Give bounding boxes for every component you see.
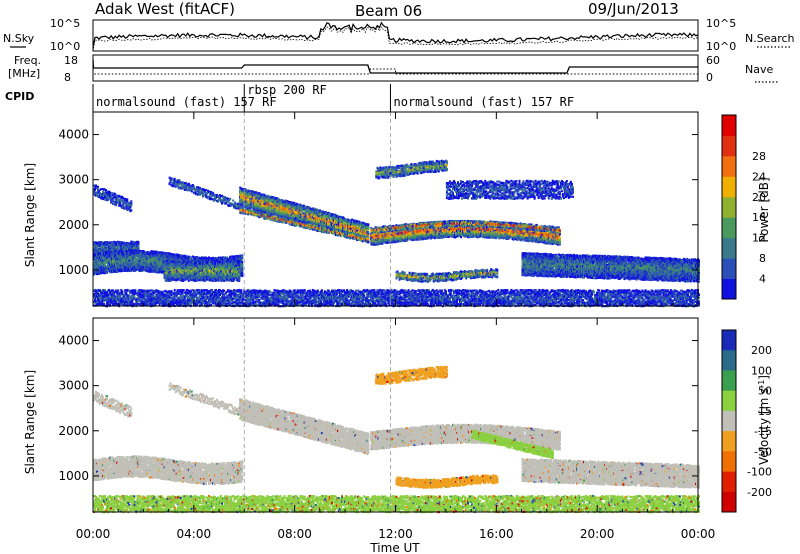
- cpid-label: CPID: [5, 90, 34, 103]
- time-xtick-label-5: 20:00: [580, 527, 615, 541]
- noise-tick-bottom-right: 10^0: [706, 40, 736, 53]
- noise-tick-bottom-left: 10^0: [50, 40, 80, 53]
- time-xlabel: Time UT: [369, 541, 420, 554]
- velocity-ylabel: Slant Range [km]: [23, 370, 37, 474]
- radar-title: Adak West (fitACF): [95, 0, 235, 18]
- power-colorbar-swatch-4: [722, 197, 736, 218]
- power-colorbar-swatch-1: [722, 258, 736, 279]
- velocity-colorbar-swatch-4: [722, 411, 736, 432]
- freq-label: Freq.: [14, 54, 41, 67]
- time-xtick-label-6: 00:00: [681, 527, 716, 541]
- velocity-colorbar-swatch-7: [722, 472, 736, 493]
- nsearch-label: N.Search: [745, 32, 795, 45]
- power-colorbar-tick-1: 8: [759, 252, 766, 265]
- noise-traces: [93, 23, 698, 52]
- power-colorbar-tick-0: 4: [759, 273, 766, 286]
- freq-tick-bottom-left: 8: [64, 71, 71, 84]
- range-time-plot: Adak West (fitACF) Beam 06 09/Jun/2013 N…: [0, 0, 800, 554]
- power-colorbar-tick-6: 28: [752, 150, 766, 163]
- power-ytick-label-3: 4000: [58, 128, 89, 142]
- velocity-ytick-label-3: 4000: [58, 334, 89, 348]
- time-xtick-label-2: 08:00: [277, 527, 312, 541]
- power-colorbar-swatch-2: [722, 238, 736, 259]
- cpid-segment-1: rbsp 200 RF: [247, 83, 326, 97]
- velocity-colorbar-swatch-8: [722, 492, 736, 513]
- freq-tick-bottom-right: 0: [706, 71, 713, 84]
- cpid-segment-2: normalsound (fast) 157 RF: [394, 95, 575, 109]
- power-ylabel: Slant Range [km]: [23, 163, 37, 267]
- power-colorbar-swatch-6: [722, 156, 736, 177]
- time-xtick-label-0: 00:00: [76, 527, 111, 541]
- velocity-colorbar-swatch-2: [722, 370, 736, 391]
- velocity-colorbar-swatch-5: [722, 431, 736, 452]
- velocity-colorbar-tick-6: -100: [747, 466, 772, 479]
- cpid-segment-0: normalsound (fast) 157 RF: [96, 95, 277, 109]
- beam-title: Beam 06: [355, 2, 422, 20]
- velocity-colorbar-swatch-1: [722, 350, 736, 371]
- freq-tick-top-left: 18: [64, 54, 78, 67]
- power-colorbar-swatch-5: [722, 176, 736, 197]
- power-colorbar-swatch-3: [722, 217, 736, 238]
- velocity-ytick-label-2: 3000: [58, 379, 89, 393]
- power-colorbar-label: Power [dB]: [757, 177, 771, 242]
- nave-label: Nave: [745, 63, 773, 76]
- power-ytick-label-0: 1000: [58, 263, 89, 277]
- velocity-colorbar-tick-0: 200: [751, 344, 772, 357]
- velocity-ytick-label-1: 2000: [58, 424, 89, 438]
- velocity-colorbar-swatch-3: [722, 391, 736, 412]
- power-colorbar-swatch-8: [722, 115, 736, 136]
- date-title: 09/Jun/2013: [588, 0, 679, 18]
- freq-unit-label: [MHz]: [8, 67, 40, 80]
- velocity-colorbar-swatch-0: [722, 330, 736, 351]
- time-xtick-label-3: 12:00: [378, 527, 413, 541]
- velocity-colorbar-tick-7: -200: [747, 486, 772, 499]
- power-ytick-label-1: 2000: [58, 218, 89, 232]
- nsky-trace: [93, 23, 698, 48]
- power-colorbar-swatch-7: [722, 135, 736, 156]
- power-ytick-label-2: 3000: [58, 173, 89, 187]
- time-xtick-label-4: 16:00: [479, 527, 514, 541]
- power-colorbar-swatch-0: [722, 279, 736, 300]
- nsearch-trace: [93, 27, 698, 52]
- freq-traces: [93, 60, 698, 74]
- noise-tick-top-right: 10^5: [706, 17, 736, 30]
- velocity-colorbar-swatch-6: [722, 451, 736, 472]
- nsky-label: N.Sky: [3, 32, 35, 45]
- time-xtick-label-1: 04:00: [177, 527, 212, 541]
- freq-tick-top-right: 60: [706, 54, 720, 67]
- velocity-colorbar-label: Velocity [m s-1]: [757, 375, 772, 465]
- velocity-ytick-label-0: 1000: [58, 469, 89, 483]
- noise-tick-top-left: 10^5: [50, 17, 80, 30]
